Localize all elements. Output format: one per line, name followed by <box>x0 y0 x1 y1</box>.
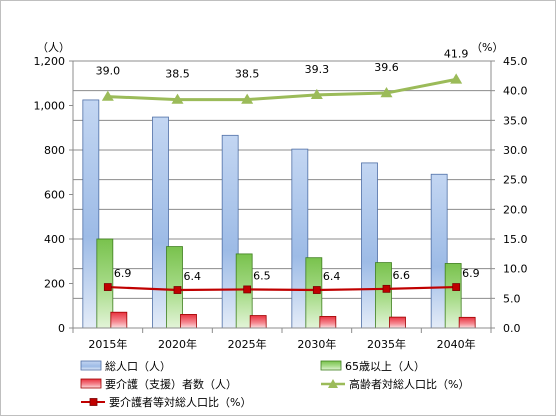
right-tick-label: 20.0 <box>503 203 528 216</box>
bar-total-population <box>82 99 100 329</box>
legend-age65-plus-label: 65歳以上（人） <box>345 360 425 373</box>
data-label-care-ratio: 6.9 <box>462 267 480 280</box>
right-axis-unit: （%） <box>471 41 503 54</box>
data-label-elderly-ratio: 38.5 <box>165 68 190 81</box>
data-label-care-ratio: 6.4 <box>184 270 202 283</box>
data-label-elderly-ratio: 38.5 <box>235 68 260 81</box>
line-elderly-ratio <box>107 77 457 102</box>
x-tick-label: 2035年 <box>367 337 406 351</box>
left-tick-label: 1,200 <box>34 55 66 68</box>
marker-care-ratio <box>243 285 252 294</box>
marker-care-ratio <box>452 283 461 291</box>
bar-care-recipients <box>180 314 197 329</box>
bar-care-recipients <box>458 316 476 329</box>
data-label-care-ratio: 6.5 <box>253 269 271 282</box>
right-tick-label: 30.0 <box>503 144 528 157</box>
data-label-elderly-ratio: 39.6 <box>374 61 399 74</box>
marker-care-ratio <box>312 286 321 294</box>
marker-elderly-ratio <box>310 88 323 100</box>
left-tick-label: 400 <box>44 233 65 246</box>
left-tick-label: 600 <box>44 189 65 202</box>
marker-elderly-ratio <box>450 73 463 84</box>
marker-elderly-ratio <box>241 93 254 104</box>
marker-elderly-ratio <box>380 87 393 98</box>
x-tick-label: 2020年 <box>158 337 197 351</box>
right-tick-label: 45.0 <box>503 55 528 68</box>
legend-total-population-swatch <box>80 360 102 371</box>
marker-care-ratio <box>103 283 112 291</box>
data-label-care-ratio: 6.9 <box>114 267 132 280</box>
legend-care-recipients-swatch <box>80 378 102 389</box>
right-tick-label: 40.0 <box>503 85 528 98</box>
x-tick-label: 2015年 <box>88 337 127 351</box>
legend-age65-plus-swatch <box>320 360 342 371</box>
legend-total-population-label: 総人口（人） <box>105 359 171 373</box>
bar-care-recipients <box>319 316 337 329</box>
left-axis-unit: （人） <box>37 41 70 54</box>
right-tick-label: 35.0 <box>503 114 528 127</box>
x-tick-label: 2030年 <box>297 337 336 351</box>
marker-elderly-ratio <box>101 90 114 101</box>
right-tick-label: 0.0 <box>503 322 521 335</box>
right-tick-label: 10.0 <box>503 263 528 276</box>
left-tick-label: 0 <box>58 322 65 335</box>
marker-care-ratio <box>173 286 182 294</box>
line-care-ratio <box>107 285 457 292</box>
left-tick-label: 1,000 <box>34 100 66 113</box>
bar-care-recipients <box>389 316 406 329</box>
marker-elderly-ratio <box>171 93 184 104</box>
legend-elderly-ratio-marker <box>328 379 338 388</box>
legend-care-ratio-label: 要介護者等対総人口比（%） <box>109 395 251 409</box>
data-label-elderly-ratio: 41.9 <box>444 47 469 60</box>
marker-care-ratio <box>382 284 391 293</box>
data-label-care-ratio: 6.6 <box>393 269 411 282</box>
bar-care-recipients <box>249 315 267 329</box>
data-label-elderly-ratio: 39.3 <box>305 63 330 76</box>
right-tick-label: 25.0 <box>503 174 528 187</box>
right-tick-label: 15.0 <box>503 233 528 246</box>
left-tick-label: 200 <box>44 278 65 291</box>
data-label-elderly-ratio: 39.0 <box>96 65 121 78</box>
right-tick-label: 5.0 <box>503 292 521 305</box>
legend-elderly-ratio-label: 高齢者対総人口比（%） <box>349 377 469 391</box>
data-label-care-ratio: 6.4 <box>323 270 341 283</box>
bar-care-recipients <box>110 311 128 329</box>
x-tick-label: 2040年 <box>437 337 476 351</box>
x-tick-label: 2025年 <box>228 337 267 351</box>
legend-care-ratio-marker <box>89 398 98 406</box>
legend-care-recipients-label: 要介護（支援）者数（人） <box>105 377 237 391</box>
left-tick-label: 800 <box>44 144 65 157</box>
